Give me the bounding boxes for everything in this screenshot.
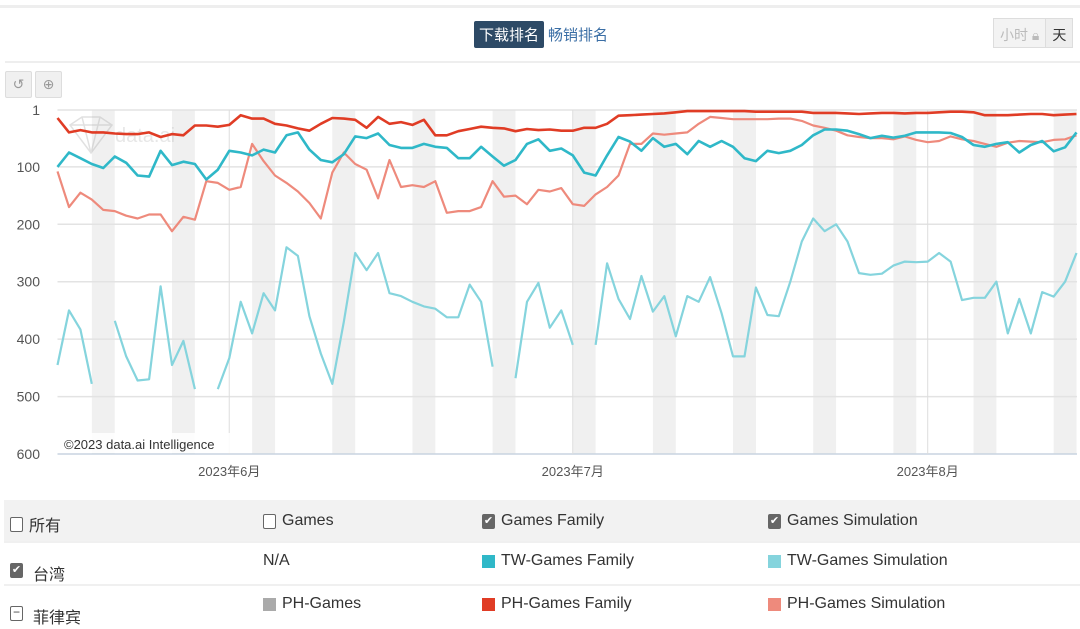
granularity-hour[interactable]: 小时 🔒︎ <box>994 19 1045 47</box>
y-tick-label: 100 <box>17 159 41 175</box>
category-games[interactable]: Games <box>263 512 334 530</box>
label: 所有 <box>29 518 62 535</box>
swatch <box>263 597 276 611</box>
legend-row-philippines: − 菲律宾 PH-Games PH-Games Family PH-Games S… <box>4 586 1080 629</box>
category-all[interactable]: 所有 <box>10 512 61 536</box>
tab-grossing-rank[interactable]: 畅销排名 <box>548 27 609 44</box>
y-tick-label: 200 <box>17 216 41 232</box>
rank-chart[interactable]: data.ai 1 100 200 300 400 500 600 2023年6月 2023年7… <box>0 95 1080 495</box>
label: 台湾 <box>33 567 66 584</box>
label: TW-Games Family <box>501 552 635 569</box>
label: PH-Games Family <box>501 595 632 612</box>
y-tick-label: 1 <box>32 102 40 118</box>
watermark-text: data.ai <box>115 125 175 147</box>
country-philippines[interactable]: − 菲律宾 <box>10 598 81 628</box>
legend-row-taiwan: ✔ 台湾 N/A TW-Games Family TW-Games Simulat… <box>4 543 1080 586</box>
hour-label: 小时 <box>1000 27 1028 43</box>
y-tick-label: 600 <box>17 446 41 462</box>
legend-ph-games[interactable]: PH-Games <box>263 595 361 613</box>
checkbox[interactable]: ✔ <box>482 513 495 529</box>
label: Games <box>282 512 334 529</box>
category-games-family[interactable]: ✔ Games Family <box>482 512 604 530</box>
swatch <box>768 554 781 568</box>
legend-table: 所有 Games ✔ Games Family ✔ Games Simulation… <box>4 500 1080 629</box>
zoom-in-icon: ⊕ <box>42 76 55 92</box>
legend-header-row: 所有 Games ✔ Games Family ✔ Games Simulation <box>4 500 1080 543</box>
y-tick-label: 300 <box>17 274 41 290</box>
zoom-button[interactable]: ⊕ <box>35 71 62 98</box>
swatch <box>482 597 495 611</box>
x-tick-label: 2023年7月 <box>542 464 604 479</box>
ranking-tabs: 下载排名 畅销排名 <box>474 21 612 48</box>
country-taiwan[interactable]: ✔ 台湾 <box>10 555 65 585</box>
x-tick-label: 2023年6月 <box>198 464 260 479</box>
credit-bg <box>58 433 236 453</box>
swatch <box>482 554 495 568</box>
swatch <box>768 597 781 611</box>
series-line-tw-games-family <box>56 128 1078 181</box>
label: Games Simulation <box>787 512 918 529</box>
tab-download-rank[interactable]: 下载排名 <box>474 21 545 48</box>
label: 菲律宾 <box>33 610 82 627</box>
y-tick-label: 400 <box>17 331 41 347</box>
checkbox[interactable]: ✔ <box>768 513 781 529</box>
credit-text: ©2023 data.ai Intelligence <box>64 437 215 452</box>
lock-icon: 🔒︎ <box>1031 27 1040 43</box>
series-line-tw-games-simulation <box>56 217 1078 390</box>
legend-tw-games-simulation[interactable]: TW-Games Simulation <box>768 552 948 570</box>
checkbox[interactable] <box>10 516 23 532</box>
label: PH-Games Simulation <box>787 595 946 612</box>
y-tick-label: 500 <box>17 389 41 405</box>
category-games-simulation[interactable]: ✔ Games Simulation <box>768 512 918 530</box>
series-line-ph-games-simulation <box>56 115 1077 233</box>
legend-na: N/A <box>263 552 290 570</box>
reset-zoom-button[interactable]: ↺ <box>5 71 32 98</box>
divider <box>5 61 1080 63</box>
legend-ph-games-simulation[interactable]: PH-Games Simulation <box>768 595 945 613</box>
series-line-ph-games-family <box>56 109 1077 139</box>
label: N/A <box>263 552 290 569</box>
x-tick-label: 2023年8月 <box>897 464 959 479</box>
undo-icon: ↺ <box>12 76 25 92</box>
legend-ph-games-family[interactable]: PH-Games Family <box>482 595 632 613</box>
label: TW-Games Simulation <box>787 552 948 569</box>
granularity-toggle: 小时 🔒︎ 天 <box>993 18 1074 48</box>
top-border <box>0 5 1080 8</box>
legend-tw-games-family[interactable]: TW-Games Family <box>482 552 634 570</box>
label: PH-Games <box>282 595 362 612</box>
label: Games Family <box>501 512 605 529</box>
diamond-logo-icon <box>68 116 114 155</box>
checkbox-partial[interactable]: − <box>10 605 23 621</box>
watermark: data.ai <box>68 116 175 155</box>
granularity-day[interactable]: 天 <box>1045 19 1073 47</box>
checkbox-checked[interactable]: ✔ <box>10 562 23 578</box>
checkbox[interactable] <box>263 513 276 529</box>
